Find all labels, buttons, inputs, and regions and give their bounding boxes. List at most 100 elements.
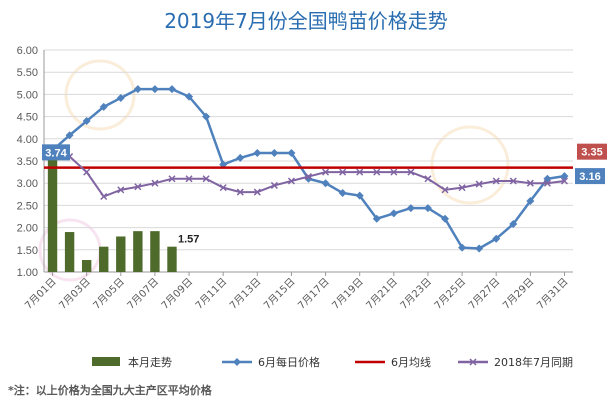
bar	[167, 246, 177, 272]
point	[423, 204, 432, 213]
x-tick-label: 7月17日	[296, 276, 332, 312]
bar	[81, 260, 92, 272]
y-tick-label: 4.50	[17, 112, 38, 124]
point	[134, 183, 142, 191]
legend-marker	[469, 358, 477, 366]
legend-label: 6月均线	[391, 355, 431, 369]
x-tick-label: 7月05日	[91, 276, 127, 312]
legend-label: 本月走势	[128, 355, 172, 369]
point	[389, 209, 398, 218]
point	[270, 181, 278, 189]
point	[151, 179, 159, 187]
point	[167, 85, 176, 94]
avg-label-box	[577, 143, 607, 160]
point	[492, 234, 501, 243]
legend-label: 6月每日价格	[258, 355, 320, 369]
point	[509, 220, 518, 229]
x-tick-label: 7月25日	[432, 276, 468, 312]
point	[202, 112, 211, 121]
bar	[133, 231, 143, 272]
point	[65, 131, 74, 140]
line-series	[44, 85, 573, 253]
point	[526, 179, 534, 187]
y-tick-label: 2.50	[17, 200, 38, 212]
start-label-box	[42, 144, 70, 161]
point	[321, 179, 330, 188]
y-tick-label: 3.50	[17, 156, 38, 168]
x-tick-label: 7月15日	[261, 276, 297, 312]
avg-label: 3.35	[581, 147, 602, 159]
point	[117, 186, 125, 194]
last-bar-label: 1.57	[178, 234, 199, 246]
x-tick-label: 7月27日	[466, 276, 502, 312]
point	[406, 204, 415, 213]
x-tick-label: 7月29日	[500, 276, 536, 312]
point	[185, 92, 194, 101]
bar	[99, 246, 109, 272]
point	[492, 177, 500, 185]
point	[219, 184, 227, 192]
series-2	[49, 153, 568, 201]
point	[475, 180, 483, 188]
legend-item: 6月每日价格	[222, 355, 320, 369]
point	[475, 244, 484, 253]
y-tick-label: 5.00	[17, 89, 38, 101]
legend-swatch	[92, 357, 120, 366]
point	[82, 117, 91, 126]
point	[150, 85, 159, 94]
bar	[64, 232, 75, 272]
y-tick-label: 4.00	[17, 134, 38, 146]
legend-item: 2018年7月同期	[458, 355, 573, 369]
point	[100, 192, 108, 201]
chart-title: 2019年7月份全国鸭苗价格走势	[164, 9, 448, 33]
point	[509, 177, 517, 185]
y-axis: 1.00 1.50 2.00 2.50 3.00 3.50 4.00 4.50 5.00 5.50…	[17, 45, 45, 279]
y-tick-label: 3.00	[17, 178, 38, 190]
point	[322, 168, 330, 176]
point	[168, 175, 176, 183]
point	[458, 243, 467, 252]
footnote: *注：以上价格为全国九大主产区平均价格	[8, 383, 213, 397]
point	[253, 188, 261, 196]
bar-series	[47, 150, 177, 272]
start-label: 3.74	[45, 147, 67, 159]
x-tick-label: 7月11日	[193, 276, 229, 312]
point	[116, 93, 125, 102]
point	[543, 179, 551, 187]
y-tick-label: 6.00	[17, 45, 38, 57]
point	[253, 149, 262, 158]
point	[407, 168, 415, 176]
x-tick-label: 7月13日	[227, 276, 263, 312]
point	[372, 214, 381, 223]
x-tick-label: 7月07日	[125, 276, 161, 312]
point	[202, 175, 210, 183]
point	[560, 177, 568, 185]
point	[338, 188, 347, 197]
y-tick-label: 1.00	[17, 267, 38, 279]
x-tick-label: 7月01日	[23, 276, 59, 312]
x-axis: 7月01日7月03日7月05日7月07日7月09日7月11日7月13日7月15日…	[23, 272, 571, 312]
point	[236, 188, 244, 196]
point	[390, 168, 398, 176]
point	[236, 153, 245, 162]
point	[373, 168, 381, 176]
legend-label: 2018年7月同期	[494, 355, 573, 369]
point	[424, 175, 432, 183]
point	[99, 102, 108, 111]
point	[441, 214, 450, 223]
point	[355, 191, 364, 200]
x-tick-label: 7月09日	[159, 276, 195, 312]
x-tick-label: 7月31日	[534, 276, 570, 312]
point	[133, 85, 142, 94]
x-tick-label: 7月21日	[364, 276, 400, 312]
point	[304, 173, 313, 181]
point	[287, 177, 295, 185]
point	[185, 175, 193, 183]
x-tick-label: 7月19日	[330, 276, 366, 312]
bar	[150, 231, 160, 272]
bar	[116, 236, 126, 272]
end-label: 3.16	[579, 171, 600, 183]
y-tick-label: 5.50	[17, 67, 38, 79]
y-tick-label: 1.50	[17, 245, 38, 257]
point	[339, 168, 347, 176]
